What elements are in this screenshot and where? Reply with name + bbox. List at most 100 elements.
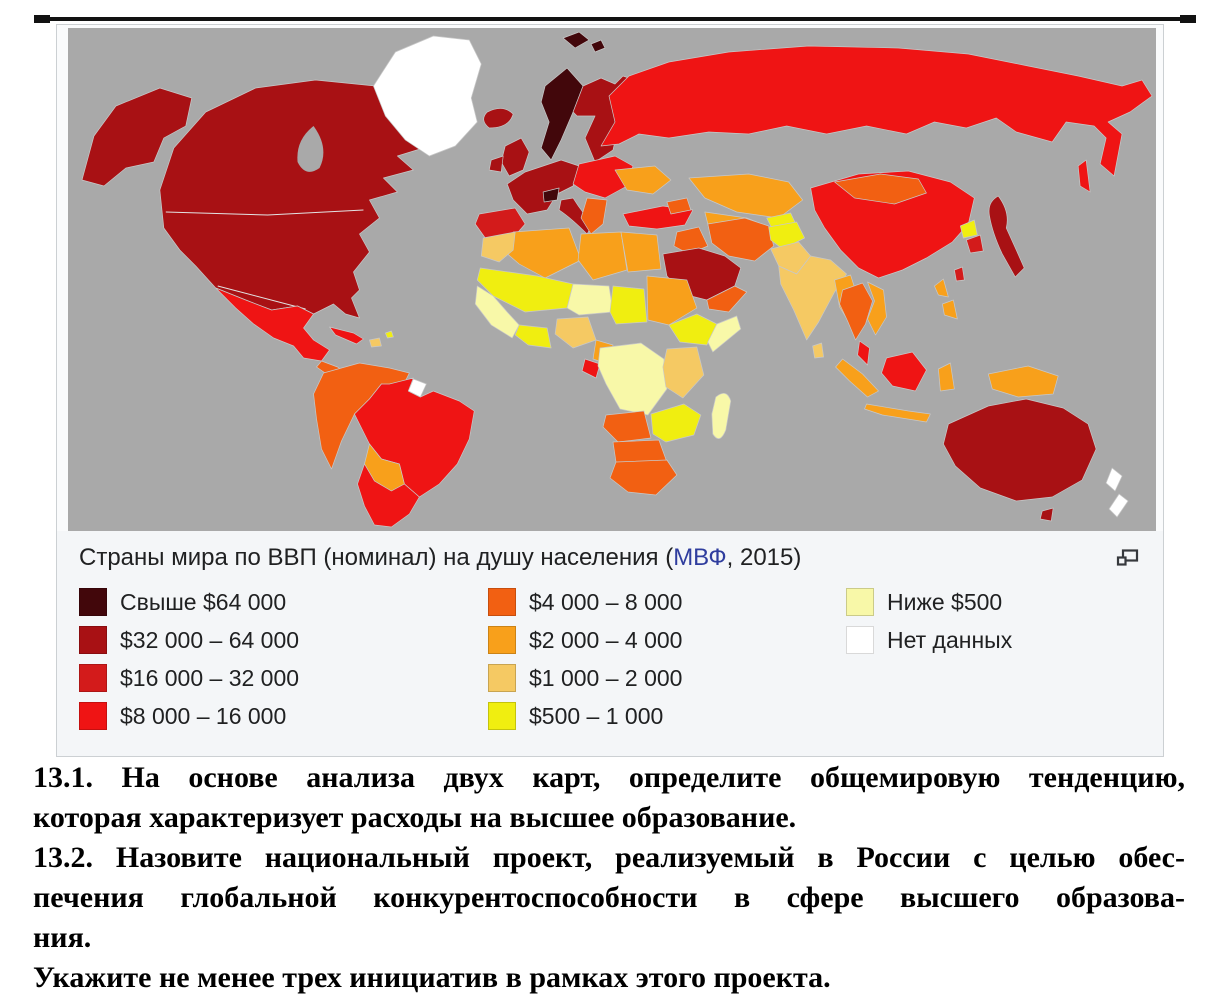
map-region-new-guinea [987, 365, 1059, 398]
us-canada-border [165, 209, 364, 216]
map-region-kenya-tanzania [662, 346, 705, 399]
map-region-taiwan [954, 266, 965, 282]
map-region-kazakhstan [688, 173, 803, 219]
map-region-tasmania [1039, 507, 1054, 522]
map-region-yemen-oman [706, 285, 748, 313]
questions: 13.1. На основе анализа двух карт, опред… [33, 758, 1185, 998]
map-region-japan [988, 195, 1025, 278]
map-region-caribbean-small [385, 330, 394, 339]
map-region-russia [600, 45, 1153, 177]
map-region-west-europe [506, 159, 580, 215]
map-region-west-africa-coast [474, 285, 520, 339]
map-region-vietnam [867, 281, 887, 336]
map-region-chad [609, 285, 648, 325]
map-region-drc-central [597, 342, 668, 416]
legend-swatch [488, 626, 516, 654]
map-region-borneo [881, 351, 927, 392]
imf-link[interactable]: МВФ [673, 544, 727, 571]
legend-column-3: Ниже $500 Нет данных [846, 588, 1149, 740]
legend-item: $8 000 – 16 000 [79, 702, 488, 730]
map-region-iran [707, 217, 775, 262]
map-region-alaska [81, 87, 193, 187]
map-region-balkans [580, 197, 608, 235]
map-region-french-guiana [408, 378, 427, 398]
legend-item: $500 – 1 000 [488, 702, 846, 730]
legend-swatch [79, 588, 107, 616]
legend-item: Нет данных [846, 626, 1149, 654]
legend-label: $32 000 – 64 000 [120, 626, 300, 653]
legend-item: $16 000 – 32 000 [79, 664, 488, 692]
legend-label: $4 000 – 8 000 [529, 588, 683, 615]
map-region-java [864, 403, 931, 423]
map-region-ukraine [614, 165, 672, 195]
map-region-gabon [581, 358, 601, 379]
legend-label: Ниже $500 [887, 588, 1003, 615]
map-region-argentina-chile [357, 463, 420, 528]
map-region-sudan [646, 275, 698, 326]
us-mexico-border [217, 285, 306, 310]
map-region-new-zealand [1105, 467, 1129, 518]
figure-caption: Страны мира по ВВП (номинал) на душу нас… [57, 531, 1163, 756]
map-region-china [810, 170, 975, 279]
map-region-angola [602, 410, 652, 443]
legend-label: $8 000 – 16 000 [120, 702, 287, 729]
map-region-norway [540, 67, 584, 161]
map-figure: Страны мира по ВВП (номинал) на душу нас… [56, 24, 1164, 757]
map-region-sri-lanka [812, 342, 824, 359]
legend-item: $32 000 – 64 000 [79, 626, 488, 654]
map-region-india [778, 255, 847, 341]
map-region-zambia-mozambique [650, 403, 702, 443]
map-region-thailand [839, 282, 873, 341]
map-region-iceland [483, 108, 514, 129]
map-region-switzerland [542, 187, 560, 203]
map-region-sumatra [835, 358, 879, 398]
question-line: которая характеризует расходы на высшее … [33, 801, 797, 834]
legend-swatch [488, 664, 516, 692]
legend-item: $2 000 – 4 000 [488, 626, 846, 654]
legend-label: $500 – 1 000 [529, 702, 664, 729]
map-region-ghana-ivory [514, 324, 552, 349]
legend-label: $16 000 – 32 000 [120, 664, 300, 691]
map-legend: Свыше $64 000 $32 000 – 64 000 $16 000 – 3… [79, 588, 1149, 740]
legend-label: Нет данных [887, 626, 1013, 653]
legend-swatch [488, 588, 516, 616]
question-line: 13.2. Назовите национальный проект, реал… [33, 841, 1185, 874]
map-region-philippines [934, 278, 958, 320]
question-line: печения глобальной конкурентоспособности… [33, 881, 1185, 914]
legend-swatch [846, 626, 874, 654]
map-region-svalbard [562, 31, 606, 53]
legend-swatch [79, 626, 107, 654]
legend-item: Свыше $64 000 [79, 588, 488, 616]
map-region-nigeria [554, 316, 597, 349]
map-region-caucasus [666, 197, 692, 215]
figure-title: Страны мира по ВВП (номинал) на душу нас… [79, 543, 1149, 572]
map-region-madagascar [711, 392, 732, 439]
map-region-south-africa [609, 459, 678, 496]
hudson-bay [297, 126, 324, 172]
legend-swatch [79, 664, 107, 692]
map-region-east-europe [572, 155, 634, 199]
legend-label: Свыше $64 000 [120, 588, 287, 615]
top-rule [34, 15, 1196, 23]
legend-swatch [488, 702, 516, 730]
legend-item: $1 000 – 2 000 [488, 664, 846, 692]
world-map [68, 28, 1156, 531]
question-line: Укажите не менее трех инициатив в рамках… [33, 961, 831, 994]
legend-label: $1 000 – 2 000 [529, 664, 683, 691]
legend-swatch [79, 702, 107, 730]
map-region-south-korea [965, 234, 984, 254]
popout-icon[interactable] [1116, 545, 1139, 574]
legend-item: $4 000 – 8 000 [488, 588, 846, 616]
map-region-sakhalin [1077, 159, 1091, 193]
legend-label: $2 000 – 4 000 [529, 626, 683, 653]
legend-column-1: Свыше $64 000 $32 000 – 64 000 $16 000 – 3… [79, 588, 488, 740]
map-region-niger [566, 283, 614, 316]
legend-item: Ниже $500 [846, 588, 1149, 616]
map-region-morocco [480, 231, 516, 263]
legend-swatch [846, 588, 874, 616]
map-region-egypt [620, 231, 662, 273]
question-line: ния. [33, 921, 92, 954]
map-region-malay-peninsula [857, 340, 870, 366]
map-region-mauritania-mali [476, 267, 574, 313]
question-line: 13.1. На основе анализа двух карт, опред… [33, 761, 1185, 794]
